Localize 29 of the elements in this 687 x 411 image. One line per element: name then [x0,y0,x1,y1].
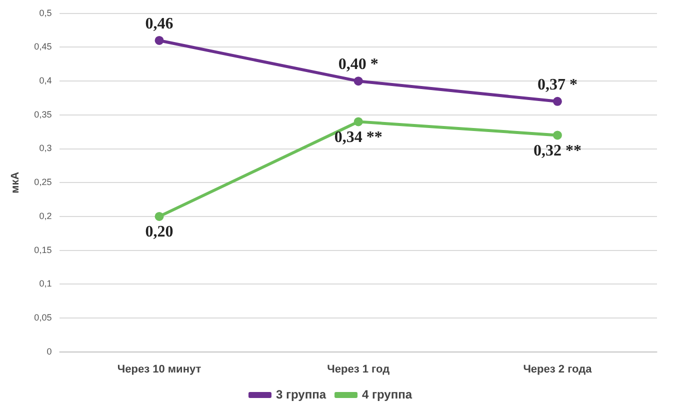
legend-label: 3 группа [276,387,326,402]
point [552,130,562,140]
x-tick-label: Через 10 минут [117,363,202,376]
y-tick-label: 0,5 [39,8,52,18]
data-label: 0,40 * [338,56,378,74]
point [354,76,363,86]
y-axis-title: мкА [10,172,22,194]
y-tick-label: 0 [46,346,52,356]
x-tick-label: Через 1 год [327,363,390,376]
data-label: 0,46 [145,16,174,33]
point [154,36,164,45]
legend-label: 4 группа [362,387,412,402]
y-tick-label: 0,3 [39,143,52,154]
data-label: 0,20 [145,224,174,241]
y-tick-label: 0,45 [34,42,52,52]
y-tick-label: 0,15 [34,244,52,255]
data-label: 0,32 ** [533,142,582,160]
y-tick-label: 0,25 [34,177,52,188]
data-label: 0,37 * [537,76,578,94]
y-tick-label: 0,4 [39,76,52,86]
y-tick-label: 0,1 [39,278,52,289]
point [354,117,363,126]
point [154,212,164,221]
y-tick-label: 0,35 [34,109,52,120]
point [552,96,562,106]
x-tick-label: Через 2 года [523,363,593,376]
data-label: 0,34 ** [334,128,382,146]
y-tick-label: 0,05 [34,312,52,322]
y-tick-label: 0,2 [39,210,52,221]
